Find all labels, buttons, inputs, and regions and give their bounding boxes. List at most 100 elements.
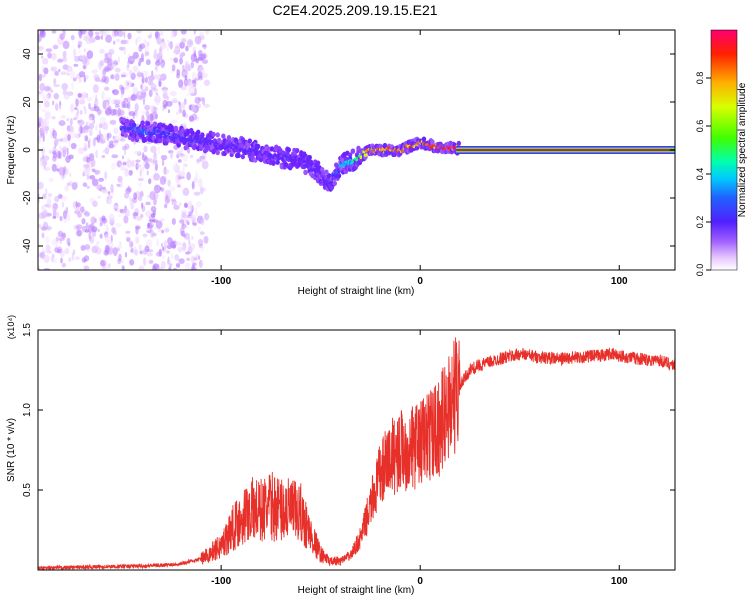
spectrogram-noise-cell	[99, 259, 107, 267]
spectrogram-noise-cell	[54, 103, 59, 111]
spectrogram-noise-cell	[110, 74, 115, 80]
x-tick-label: -100	[211, 276, 231, 287]
spectrogram-noise-cell	[134, 109, 139, 119]
spectrogram-noise-cell	[179, 146, 184, 153]
spectrogram-noise-cell	[166, 250, 170, 254]
spectrogram-noise-cell	[185, 45, 189, 52]
colorbar-gradient	[710, 29, 738, 271]
snr-y-label: SNR (10 * v/v)	[6, 418, 17, 482]
spectrogram-noise-cell	[60, 115, 66, 119]
spectrogram-noise-cell	[189, 154, 194, 159]
spectrogram-noise-cell	[66, 117, 70, 122]
spectrogram-ridge-halo	[123, 132, 128, 138]
spectrogram-noise-cell	[161, 159, 165, 167]
spectrogram-ridge-halo	[456, 140, 462, 147]
spectrogram-noise-cell	[178, 202, 182, 207]
spectrogram-noise-cell	[110, 184, 114, 193]
spectrogram-noise-cell	[67, 126, 72, 133]
spectrogram-noise-cell	[186, 257, 191, 261]
spectrogram-ridge-halo	[430, 139, 435, 145]
spectrogram-noise-cell	[59, 145, 62, 152]
spectrogram-noise-cell	[43, 100, 50, 108]
spectrogram-noise-cell	[131, 160, 135, 168]
spectrogram-ridge-halo	[196, 129, 201, 135]
spectrogram-noise-cell	[150, 206, 157, 213]
spectrogram-noise-cell	[120, 92, 124, 99]
spectrogram-noise-cell	[104, 233, 110, 242]
spectrogram-noise-cell	[159, 40, 167, 50]
spectrogram-noise-cell	[83, 167, 90, 177]
spectrogram-noise-cell	[201, 59, 209, 64]
spectrogram-noise-cell	[160, 62, 165, 69]
spectrogram-noise-cell	[115, 222, 122, 228]
spectrogram-noise-cell	[62, 40, 70, 50]
spectrogram-noise-cell	[136, 164, 142, 168]
spectrogram-noise-cell	[190, 61, 195, 69]
spectrogram-ridge-cell	[140, 130, 145, 134]
spectrogram-noise-cell	[94, 98, 99, 108]
spectrogram-ridge-halo	[286, 147, 292, 153]
colorbar-tick-label: 0.2	[695, 216, 705, 229]
spectrogram-noise-cell	[150, 104, 155, 113]
spectrogram-ridge-halo	[158, 137, 163, 144]
spectrogram-noise-cell	[153, 173, 160, 181]
spectrogram-noise-cell	[50, 52, 57, 61]
spectrogram-noise-cell	[92, 84, 99, 94]
spectrogram-noise-cell	[156, 36, 162, 45]
spectrogram-noise-cell	[49, 127, 52, 134]
spectrogram-noise-cell	[147, 79, 154, 86]
spectrogram-noise-cell	[86, 50, 94, 60]
spectrogram-noise-cell	[197, 226, 201, 232]
spectrogram-noise-cell	[166, 46, 169, 52]
spectrogram-noise-cell	[194, 77, 200, 81]
spectrogram-noise-cell	[150, 229, 154, 238]
spectrogram-noise-cell	[82, 182, 88, 188]
spectrogram-noise-cell	[161, 229, 164, 234]
spectrogram-noise-cell	[191, 113, 198, 121]
spectrogram-noise-cell	[145, 43, 150, 47]
spectrogram-noise-cell	[178, 79, 184, 89]
spectrogram-noise-cell	[123, 46, 127, 55]
spectrogram-noise-cell	[107, 191, 111, 195]
spectrogram-noise-cell	[193, 191, 201, 196]
spectrogram-noise-cell	[180, 86, 187, 91]
spectrogram-noise-cell	[136, 36, 142, 43]
spectrogram-noise-cell	[103, 57, 111, 64]
spectrogram-noise-cell	[170, 30, 175, 39]
spectrogram-noise-cell	[52, 156, 57, 162]
spectrogram-noise-cell	[167, 109, 171, 114]
spectrogram-noise-cell	[181, 211, 187, 219]
spectrogram-noise-cell	[105, 34, 112, 43]
spectrogram-noise-cell	[108, 263, 111, 268]
spectrogram-noise-cell	[182, 109, 186, 118]
spectrogram-noise-cell	[88, 102, 91, 110]
spectrogram-noise-cell	[171, 218, 176, 226]
spectrogram-noise-cell	[81, 217, 86, 225]
spectrogram-noise-cell	[101, 75, 107, 83]
spectrogram-noise-cell	[144, 76, 149, 83]
spectrogram-noise-cell	[116, 99, 123, 104]
spectrogram-ridge-halo	[275, 159, 280, 165]
spectrogram-noise-cell	[111, 154, 119, 159]
spectrogram-noise-cell	[44, 187, 48, 196]
spectrogram-noise-cell	[70, 70, 75, 80]
spectrogram-noise-cell	[135, 226, 139, 235]
spectrogram-noise-cell	[101, 91, 105, 101]
spectrogram-noise-cell	[115, 38, 120, 43]
spectrogram-noise-cell	[52, 44, 59, 50]
spectrogram-noise-cell	[61, 195, 68, 202]
spectrogram-noise-cell	[182, 122, 187, 128]
spectrogram-noise-cell	[154, 94, 161, 104]
spectrogram-ridge-halo	[324, 169, 329, 175]
spectrogram-noise-cell	[90, 158, 96, 168]
spectrogram-noise-cell	[144, 104, 151, 111]
spectrogram-noise-cell	[157, 146, 161, 155]
y-tick-label: 40	[22, 48, 33, 60]
spectrogram-noise-cell	[114, 67, 121, 73]
spectrogram-noise-cell	[190, 265, 197, 270]
spectrogram-ridge-halo	[343, 156, 349, 162]
spectrogram-noise-cell	[77, 93, 82, 99]
spectrogram-noise-cell	[138, 61, 141, 67]
spectrogram-noise-cell	[190, 104, 197, 112]
spectrogram-noise-cell	[197, 239, 204, 246]
